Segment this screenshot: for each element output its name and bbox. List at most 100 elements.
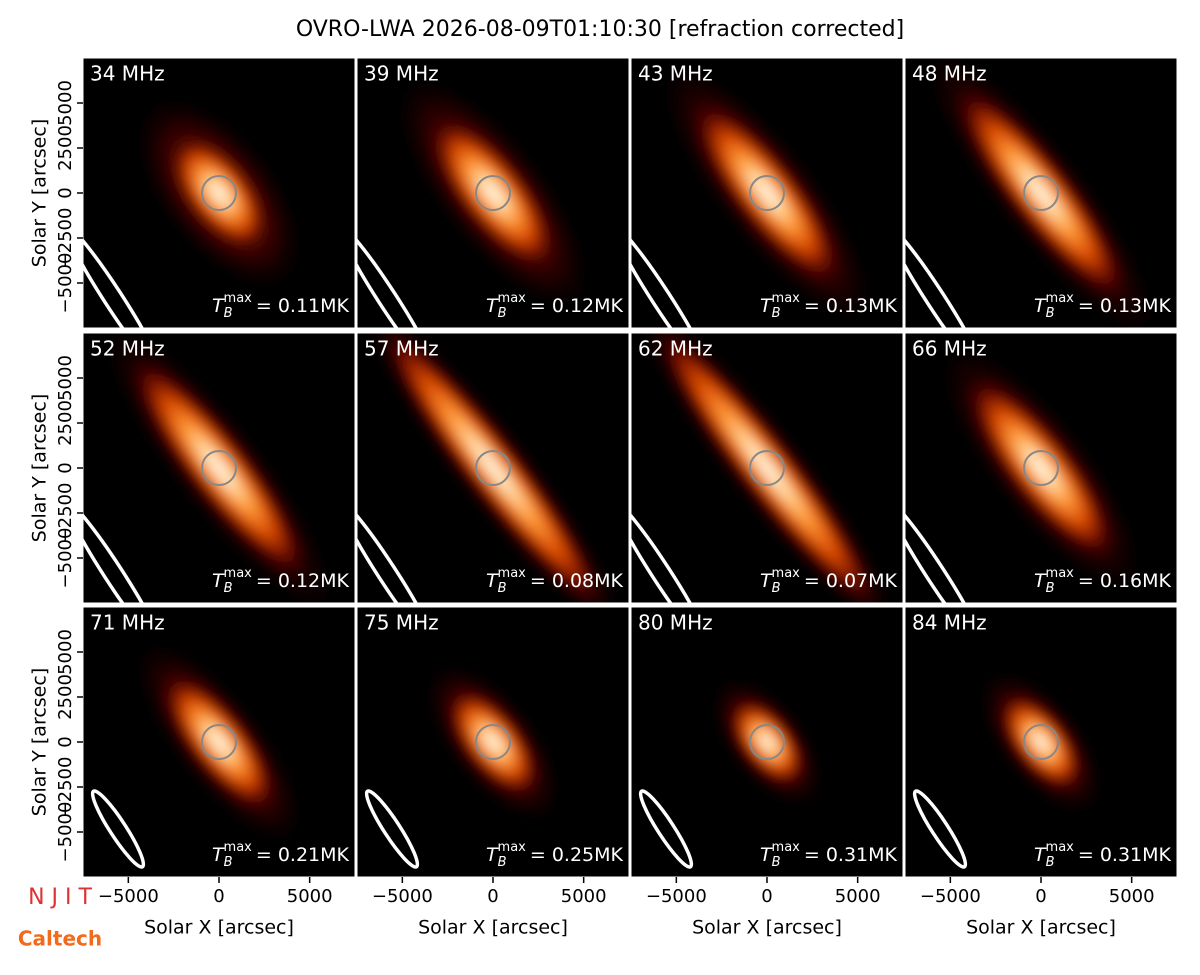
beam	[364, 789, 420, 869]
beam	[357, 224, 436, 328]
y-tick-label: 5000	[55, 80, 76, 126]
tb-max-annotation: TBmax = 0.08MK	[486, 566, 624, 596]
tb-subscript: B	[498, 581, 507, 596]
y-tick-label: 2500	[55, 400, 76, 446]
panel-label: 71 MHz	[90, 611, 165, 635]
tb-symbol: T	[212, 295, 225, 317]
tb-subscript: B	[1046, 581, 1055, 596]
panel-label: 52 MHz	[90, 337, 165, 361]
emission-core	[168, 134, 270, 252]
solar-disk	[475, 175, 511, 211]
tb-value: = 0.16MK	[1078, 570, 1172, 592]
solar-disk	[1023, 724, 1059, 760]
y-tick-label: −2500	[55, 208, 76, 269]
y-axis-label: Solar Y [arcsec]	[29, 119, 51, 267]
x-tick-label: −5000	[372, 886, 433, 907]
tb-value: = 0.11MK	[256, 295, 350, 317]
y-tick-label: −5000	[55, 253, 76, 314]
panel-label: 66 MHz	[912, 337, 987, 361]
tb-max-annotation: TBmax = 0.12MK	[486, 291, 624, 321]
tb-symbol: T	[760, 295, 773, 317]
tb-max-annotation: TBmax = 0.31MK	[1034, 840, 1172, 870]
panel-label: 80 MHz	[638, 611, 713, 635]
y-tick-label: −5000	[55, 802, 76, 863]
emission-core	[129, 356, 309, 580]
beam	[83, 224, 162, 328]
solar-disk	[475, 724, 511, 760]
y-tick-label: 2500	[55, 674, 76, 720]
x-tick-label: 0	[761, 886, 772, 907]
beam	[83, 499, 162, 603]
y-tick-label: 5000	[55, 355, 76, 401]
y-tick-label: 0	[55, 462, 76, 473]
solar-disk	[1023, 175, 1059, 211]
panel-label: 62 MHz	[638, 337, 713, 361]
tb-symbol: T	[212, 844, 225, 866]
panel	[357, 58, 629, 328]
tb-superscript: max	[498, 566, 527, 581]
x-tick-label: 5000	[835, 886, 881, 907]
solar-disk	[201, 450, 237, 486]
solar-disk	[201, 175, 237, 211]
x-tick-label: 5000	[561, 886, 607, 907]
panel	[83, 333, 355, 603]
x-tick-label: 0	[1035, 886, 1046, 907]
tb-superscript: max	[772, 291, 801, 306]
tb-superscript: max	[772, 840, 801, 855]
tb-value: = 0.13MK	[804, 295, 898, 317]
x-tick-label: 5000	[1109, 886, 1155, 907]
beam	[631, 224, 710, 328]
tb-max-annotation: TBmax = 0.12MK	[212, 566, 350, 596]
y-axis-label: Solar Y [arcsec]	[29, 394, 51, 542]
tb-max-annotation: TBmax = 0.13MK	[1034, 291, 1172, 321]
tb-subscript: B	[772, 855, 781, 870]
beam	[912, 789, 968, 869]
y-tick-label: −2500	[55, 757, 76, 818]
panel-label: 43 MHz	[638, 62, 713, 86]
x-tick-label: −5000	[646, 886, 707, 907]
beam	[905, 224, 984, 328]
emission-core	[161, 672, 277, 812]
panel-frame	[630, 332, 904, 604]
tb-superscript: max	[772, 566, 801, 581]
solar-disk	[201, 724, 237, 760]
tb-max-annotation: TBmax = 0.07MK	[760, 566, 898, 596]
tb-symbol: T	[486, 295, 499, 317]
panel-label: 34 MHz	[90, 62, 165, 86]
emission-core	[651, 333, 883, 603]
y-tick-label: 2500	[55, 125, 76, 171]
panel	[631, 58, 903, 328]
tb-max-annotation: TBmax = 0.11MK	[212, 291, 350, 321]
x-tick-label: 5000	[287, 886, 333, 907]
tb-subscript: B	[498, 306, 507, 321]
njit-logo: N J I T	[28, 885, 92, 910]
panel-label: 48 MHz	[912, 62, 987, 86]
tb-value: = 0.13MK	[1078, 295, 1172, 317]
y-tick-label: −2500	[55, 483, 76, 544]
tb-value: = 0.12MK	[530, 295, 624, 317]
x-axis-label: Solar X [arcsec]	[966, 917, 1116, 939]
panel	[631, 607, 903, 877]
tb-superscript: max	[1046, 840, 1075, 855]
panel	[905, 333, 1177, 603]
y-tick-label: −5000	[55, 528, 76, 589]
x-tick-label: 0	[487, 886, 498, 907]
y-tick-label: 5000	[55, 629, 76, 675]
tb-value: = 0.31MK	[1078, 844, 1172, 866]
caltech-logo: Caltech	[18, 927, 102, 951]
tb-superscript: max	[1046, 291, 1075, 306]
tb-symbol: T	[486, 570, 499, 592]
tb-subscript: B	[1046, 306, 1055, 321]
y-axis-label: Solar Y [arcsec]	[29, 668, 51, 816]
panel-frame	[630, 57, 904, 329]
tb-max-annotation: TBmax = 0.16MK	[1034, 566, 1172, 596]
emission-core	[446, 687, 540, 797]
emission-core	[691, 100, 843, 286]
emission-core	[999, 693, 1083, 791]
tb-symbol: T	[760, 844, 773, 866]
panel-frame	[356, 332, 630, 604]
tb-subscript: B	[498, 855, 507, 870]
emission-core	[728, 697, 806, 787]
panel	[83, 58, 355, 328]
y-tick-label: 0	[55, 736, 76, 747]
